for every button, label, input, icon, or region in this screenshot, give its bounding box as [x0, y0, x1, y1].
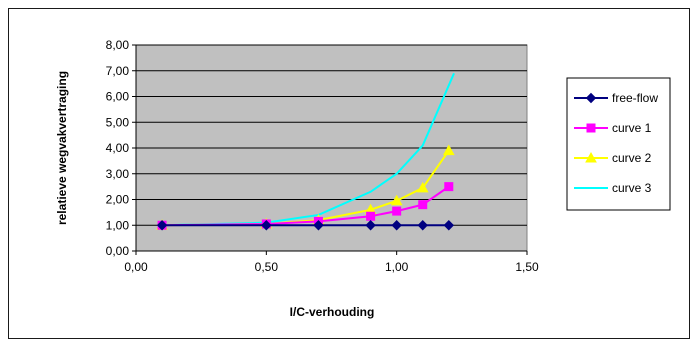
data-point [366, 211, 376, 221]
x-tick-label: 1,50 [515, 260, 539, 274]
legend-marker [585, 151, 597, 163]
legend-label: curve 1 [612, 121, 652, 135]
y-tick-label: 0,00 [106, 244, 130, 258]
legend-item: curve 3 [574, 181, 652, 195]
y-tick-label: 1,00 [106, 218, 130, 232]
y-tick-label: 6,00 [106, 90, 130, 104]
series-free-flow [156, 220, 455, 231]
gridlines [136, 44, 527, 226]
legend-marker [586, 123, 596, 133]
y-tick-label: 5,00 [106, 115, 130, 129]
data-point [443, 220, 455, 231]
y-tick-label: 2,00 [106, 193, 130, 207]
y-tick-labels: 0,00 1,00 2,00 3,00 4,00 5,00 6,00 7,00 8,00 [106, 38, 136, 258]
data-point [390, 194, 403, 206]
y-tick-label: 8,00 [106, 38, 130, 52]
y-tick-label: 3,00 [106, 167, 130, 181]
data-point [442, 144, 455, 156]
x-tick-label: 1,00 [385, 260, 409, 274]
data-point [416, 181, 429, 193]
legend-items: free-flow curve 1 curve 2 curve 3 [574, 91, 658, 195]
legend-label: free-flow [612, 91, 658, 105]
data-point [391, 220, 402, 231]
data-point [392, 206, 402, 216]
y-axis-title: relatieve wegvakvertraging [55, 71, 69, 225]
data-point [417, 220, 428, 231]
series-layer [156, 72, 455, 231]
legend-item: free-flow [574, 91, 658, 105]
legend: free-flow curve 1 curve 2 curve 3 [566, 77, 671, 211]
data-point [261, 220, 272, 231]
legend-item: curve 2 [574, 151, 652, 165]
data-point [444, 182, 454, 192]
y-tick-label: 4,00 [106, 141, 130, 155]
x-axis-title: I/C-verhouding [290, 305, 375, 319]
data-point [418, 200, 428, 210]
x-tick-label: 0,50 [255, 260, 279, 274]
data-point [313, 220, 324, 231]
legend-marker [585, 92, 597, 104]
y-tick-label: 7,00 [106, 64, 130, 78]
legend-label: curve 2 [612, 151, 652, 165]
legend-item: curve 1 [574, 121, 652, 135]
data-point [156, 220, 168, 231]
legend-label: curve 3 [612, 181, 652, 195]
data-point [365, 220, 376, 231]
x-tick-labels: 0,00 0,50 1,00 1,50 [124, 251, 539, 274]
x-tick-label: 0,00 [124, 260, 148, 274]
